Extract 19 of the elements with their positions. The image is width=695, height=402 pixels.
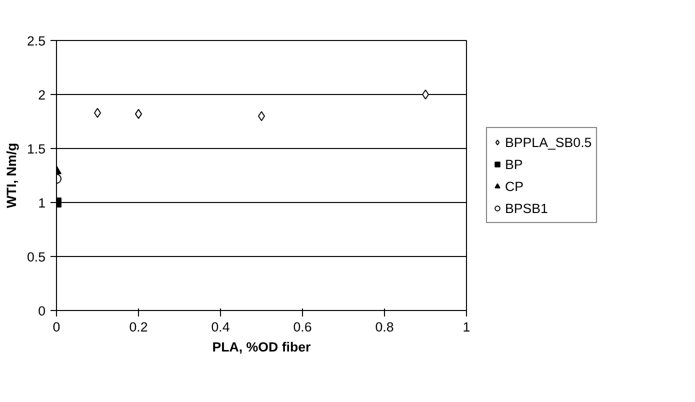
y-tick-label: 0 [38,304,46,318]
x-tick-label: 0.2 [129,320,148,334]
y-tick-label: 1.5 [26,142,46,156]
y-tick-label: 1 [38,196,46,210]
x-axis-title: PLA, %OD fiber [212,340,311,354]
x-tick-label: 0.8 [375,320,394,334]
legend-label: BP [505,156,524,172]
y-tick-label: 2.5 [26,34,46,48]
y-axis-title: WTI, Nm/g [4,142,19,208]
legend-label: BPPLA_SB0.5 [505,134,592,150]
y-tick-label: 0.5 [26,250,46,264]
x-tick-label: 1 [462,320,470,334]
point [422,90,429,100]
x-tick-label: 0.6 [293,320,312,334]
y-tick-label: 2 [38,88,46,102]
legend-label: CP [505,178,525,194]
x-tick-label: 0 [52,320,60,334]
x-tick-label: 0.4 [211,320,230,334]
legend-label: BPSB1 [505,200,548,216]
